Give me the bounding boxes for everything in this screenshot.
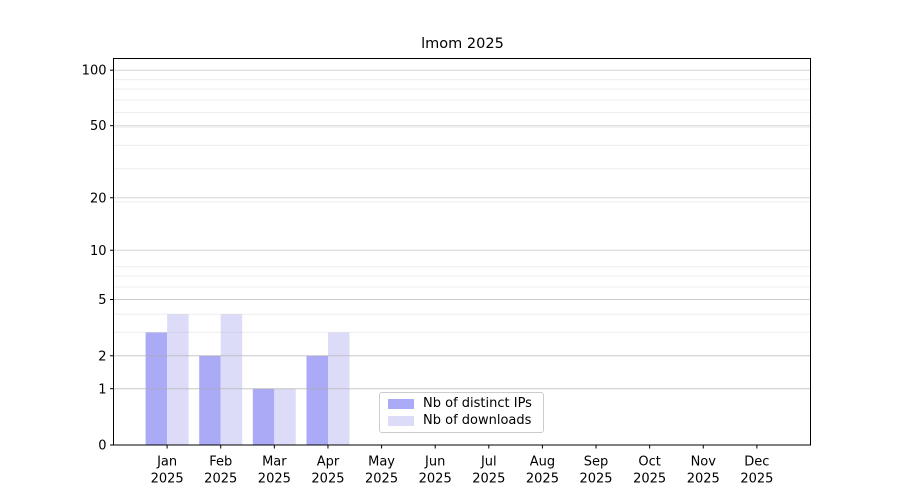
svg-text:Oct: Oct	[638, 455, 660, 470]
bar-mar-series1	[274, 388, 296, 445]
svg-text:2025: 2025	[687, 472, 720, 487]
svg-text:2025: 2025	[579, 472, 612, 487]
svg-text:Dec: Dec	[744, 455, 769, 470]
svg-text:Jan: Jan	[156, 455, 177, 470]
svg-text:Sep: Sep	[584, 455, 609, 470]
svg-text:May: May	[368, 455, 395, 470]
svg-text:10: 10	[90, 244, 107, 259]
svg-text:2025: 2025	[151, 472, 184, 487]
svg-text:5: 5	[98, 293, 106, 308]
svg-text:Aug: Aug	[530, 455, 555, 470]
svg-text:2025: 2025	[204, 472, 237, 487]
svg-text:2: 2	[98, 349, 106, 364]
svg-text:Jul: Jul	[480, 455, 497, 470]
svg-text:50: 50	[90, 119, 107, 134]
axes-frame	[113, 58, 811, 446]
svg-text:Apr: Apr	[317, 455, 340, 470]
svg-text:2025: 2025	[365, 472, 398, 487]
legend: Nb of distinct IPs Nb of downloads	[379, 392, 544, 433]
svg-text:2025: 2025	[472, 472, 505, 487]
svg-text:Jun: Jun	[424, 455, 445, 470]
svg-text:Feb: Feb	[209, 455, 232, 470]
legend-item-downloads: Nb of downloads	[388, 414, 535, 428]
svg-text:2025: 2025	[311, 472, 344, 487]
legend-swatch-downloads	[388, 416, 414, 426]
legend-label-downloads: Nb of downloads	[423, 413, 532, 428]
svg-text:2025: 2025	[740, 472, 773, 487]
bar-apr-series0	[306, 355, 328, 445]
svg-text:Nov: Nov	[691, 455, 717, 470]
svg-text:2025: 2025	[633, 472, 666, 487]
bar-feb-series0	[199, 355, 221, 445]
x-axis-labels: Jan 2025 Feb 2025 Mar 2025 Apr 2025 May 2025 Jun 20…	[151, 455, 774, 487]
svg-text:20: 20	[90, 191, 107, 206]
y-axis-labels: 0 1 2 5 10 20 50 100	[82, 64, 107, 454]
major-gridlines	[113, 69, 811, 390]
svg-text:2025: 2025	[526, 472, 559, 487]
legend-swatch-distinct-ips	[388, 399, 414, 409]
tick-marks	[110, 69, 758, 449]
bars-layer	[145, 314, 350, 445]
legend-item-distinct-ips: Nb of distinct IPs	[388, 397, 535, 411]
bar-jan-series1	[167, 314, 189, 445]
svg-text:1: 1	[98, 382, 106, 397]
legend-label-distinct-ips: Nb of distinct IPs	[423, 396, 532, 411]
svg-text:2025: 2025	[258, 472, 291, 487]
bar-feb-series1	[220, 314, 243, 445]
svg-text:0: 0	[98, 439, 106, 454]
svg-text:2025: 2025	[419, 472, 452, 487]
bar-mar-series0	[252, 388, 275, 445]
svg-text:100: 100	[82, 64, 107, 79]
svg-text:Mar: Mar	[262, 455, 287, 470]
chart-title: lmom 2025	[421, 36, 504, 52]
